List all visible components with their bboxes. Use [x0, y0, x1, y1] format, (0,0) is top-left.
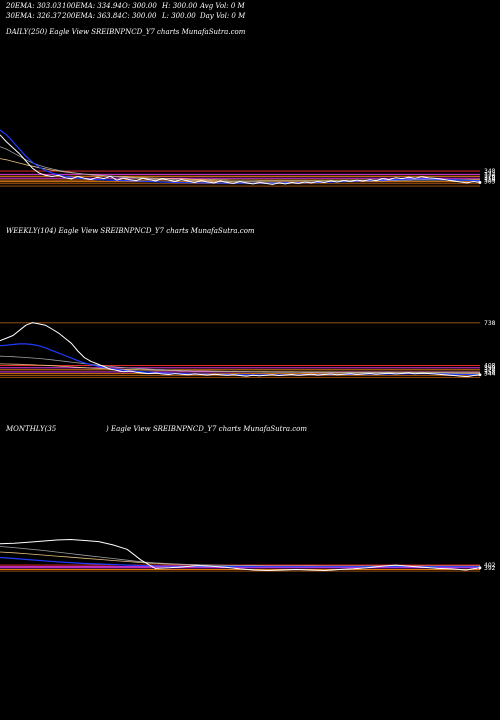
avgvol-readout: Avg Vol: 0 M — [200, 2, 245, 10]
weekly-level-label-3: 374 — [484, 367, 496, 374]
ema100-readout: 100EMA: 334.94 — [62, 2, 122, 10]
weekly-level-label-1: 408 — [484, 362, 496, 369]
weekly-level-label-5: 344 — [484, 371, 496, 378]
ema20-readout: 20EMA: 303.03 — [6, 2, 62, 10]
daily-last-price-point — [478, 181, 482, 184]
weekly-level-label-2: 390 — [484, 365, 496, 372]
daily-panel-label: DAILY(250) Eagle View SREIBNPNCD_Y7 char… — [6, 28, 246, 36]
monthly-panel-label-right: ) Eagle View SREIBNPNCD_Y7 charts Munafa… — [106, 425, 308, 433]
weekly-price-line — [0, 322, 481, 378]
dayvol-readout: Day Vol: 0 M — [200, 12, 246, 20]
daily-level-label-1: 334 — [484, 171, 496, 178]
monthly-ema-fast-line — [0, 556, 480, 568]
daily-level-label-0: 348 — [484, 168, 496, 175]
daily-level-label-3: 318 — [484, 175, 496, 182]
weekly-ema-slow-line — [0, 355, 480, 374]
weekly-level-label-0: 738 — [484, 320, 496, 327]
ema30-readout: 30EMA: 326.37 — [6, 12, 62, 20]
monthly-last-price-point — [478, 566, 482, 570]
low-readout: L: 300.00 — [162, 12, 196, 20]
daily-level-label-2: 326 — [484, 173, 496, 180]
ema200-readout: 200EMA: 363.84 — [62, 12, 122, 20]
daily-ema-fast-line — [0, 129, 481, 184]
monthly-level-label-2: 392 — [484, 565, 496, 572]
monthly-price-line — [0, 539, 481, 571]
monthly-level-label-0: 402 — [484, 562, 496, 569]
daily-price-line — [0, 134, 481, 185]
daily-level-label-5: 303 — [484, 179, 496, 186]
open-readout: O: 300.00 — [122, 2, 157, 10]
close-readout: C: 300.00 — [122, 12, 157, 20]
weekly-panel-label: WEEKLY(104) Eagle View SREIBNPNCD_Y7 cha… — [6, 227, 255, 235]
high-readout: H: 300.00 — [162, 2, 198, 10]
daily-level-label-4: 310 — [484, 177, 496, 184]
weekly-last-price-point — [478, 373, 482, 377]
weekly-level-label-4: 358 — [484, 369, 496, 376]
monthly-panel-label-left: MONTHLY(35 — [6, 425, 57, 433]
